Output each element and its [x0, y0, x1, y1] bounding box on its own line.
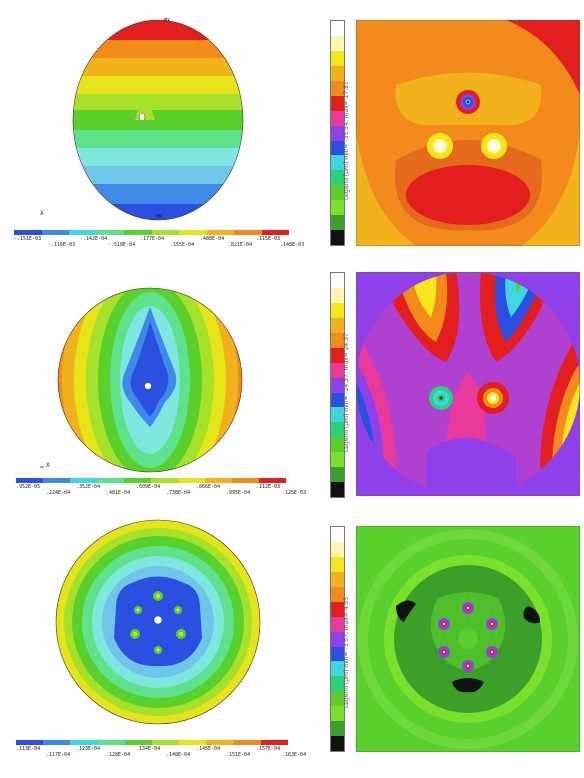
row1-legend-range: Legend [µm] min= -35.54, max= 17.81 [343, 81, 350, 200]
row3-vertical-legend [330, 526, 345, 752]
legend-value: -.518E-04 [108, 242, 136, 248]
legend-value: .952E-05 [16, 484, 41, 490]
legend-value: .488E-04 [200, 236, 225, 242]
legend-value: .481E-04 [106, 490, 131, 496]
legend-value: .113E-04 [16, 746, 41, 752]
legend-value: .140E-04 [166, 752, 191, 758]
legend-value: .352E-04 [76, 484, 101, 490]
row2-legend-range: Legend [µm] min= -24.37, max= 24.37 [343, 333, 350, 452]
legend-value: -.116E-03 [48, 242, 76, 248]
legend-value: .995E-04 [226, 490, 251, 496]
max-marker: MX [164, 18, 170, 24]
row2-color-legend [16, 478, 286, 483]
legend-value: .157E-04 [256, 746, 281, 752]
legend-value: .123E-04 [76, 746, 101, 752]
row2-vertical-legend [330, 272, 345, 498]
axis-triad-icon [40, 466, 44, 468]
legend-value: .145E-04 [196, 746, 221, 752]
row1-deformation-plot: MX MN [72, 18, 244, 221]
legend-value: .112E-03 [256, 484, 281, 490]
legend-value: .155E-04 [170, 242, 195, 248]
legend-value: -.151E-03 [14, 236, 42, 242]
row1-color-legend [14, 230, 289, 235]
legend-value: .163E-04 [282, 752, 307, 758]
min-marker: MN [156, 214, 162, 220]
legend-value: .134E-04 [136, 746, 161, 752]
legend-value: .866E-04 [196, 484, 221, 490]
row3-deformation-plot [55, 519, 261, 725]
legend-value: .609E-04 [136, 484, 161, 490]
legend-value: .224E-04 [46, 490, 71, 496]
row2-interferogram [356, 272, 580, 496]
legend-value: .821E-04 [228, 242, 253, 248]
axis-label: X [40, 210, 44, 217]
legend-value: .117E-04 [46, 752, 71, 758]
row2-deformation-plot [40, 287, 243, 473]
legend-value: .151E-04 [226, 752, 251, 758]
legend-value: .177E-04 [140, 236, 165, 242]
legend-value: .125E-03 [282, 490, 307, 496]
legend-value: .115E-03 [256, 236, 281, 242]
row3-color-legend [16, 740, 289, 745]
axis-label: X [46, 462, 50, 469]
row1-vertical-legend [330, 20, 345, 246]
legend-value: .148E-03 [280, 242, 305, 248]
row1-interferogram [356, 20, 580, 246]
legend-value: -.142E-04 [80, 236, 108, 242]
row3-interferogram [356, 526, 580, 752]
legend-value: .128E-04 [106, 752, 131, 758]
row3-legend-range: Legend [µm] min= -3.57, max= 4.55 [343, 596, 350, 708]
legend-value: .738E-04 [166, 490, 191, 496]
